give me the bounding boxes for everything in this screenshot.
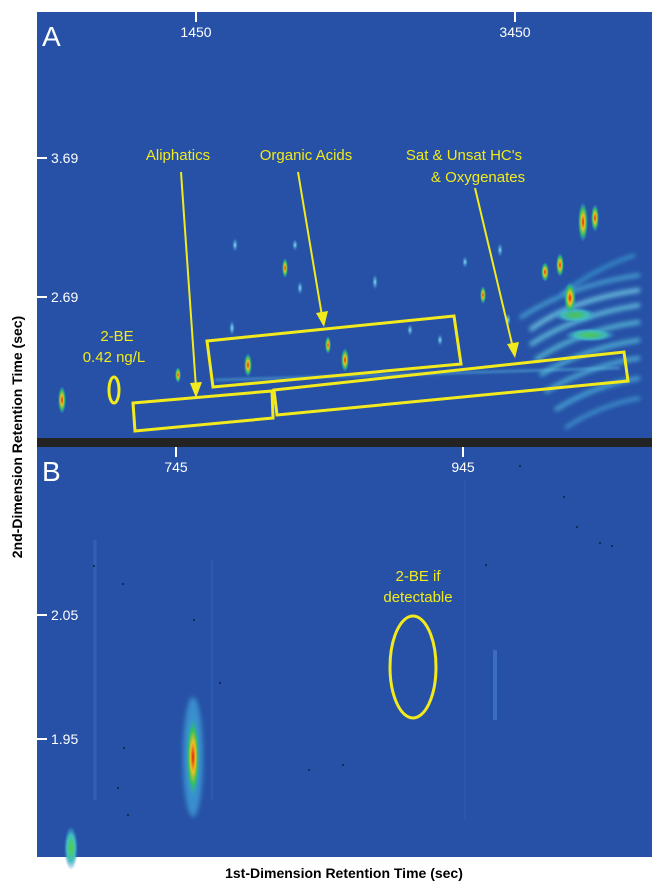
panel-b-plot-area bbox=[37, 447, 652, 857]
panel-a-arrows bbox=[180, 171, 519, 398]
2-be-if-label: 2-BE if bbox=[395, 568, 441, 585]
sat-unsat-hc-label: Sat & Unsat HC's bbox=[406, 147, 522, 164]
panel-b-annotations: 2-BE if detectable bbox=[383, 568, 452, 606]
organic-acids-arrow bbox=[297, 171, 323, 317]
organic-acids-region-box bbox=[205, 314, 463, 389]
sat-unsat-hc-region-box bbox=[272, 350, 630, 417]
x-axis-title: 1st-Dimension Retention Time (sec) bbox=[225, 865, 463, 881]
2-be-expected-region bbox=[388, 614, 438, 720]
sat-unsat-hc-arrowhead bbox=[507, 342, 519, 358]
panel-b-y-tick-label-2.05: 2.05 bbox=[51, 607, 78, 623]
aliphatics-arrowhead bbox=[190, 382, 202, 398]
panel-a-annotations: Aliphatics Organic Acids Sat & Unsat HC'… bbox=[83, 147, 525, 366]
panel-b-y-tick-label-1.95: 1.95 bbox=[51, 731, 78, 747]
panel-separator bbox=[37, 438, 652, 447]
organic-acids-arrowhead bbox=[316, 311, 328, 327]
oxygenates-label: & Oxygenates bbox=[431, 169, 525, 186]
panel-a-signal bbox=[58, 202, 641, 430]
panel-a-ticks bbox=[37, 12, 516, 298]
aliphatics-arrow bbox=[180, 171, 197, 389]
panel-b-x-tick-label-745: 745 bbox=[164, 459, 188, 475]
aliphatics-label: Aliphatics bbox=[146, 147, 210, 164]
2-be-label: 2-BE bbox=[100, 328, 133, 345]
panel-b: 745 945 2.05 1.95 B 2-BE if detectable bbox=[37, 447, 652, 870]
detectable-label: detectable bbox=[383, 589, 452, 606]
panel-b-label: B bbox=[42, 456, 61, 487]
aliphatics-region-box bbox=[131, 389, 275, 433]
organic-acids-label: Organic Acids bbox=[260, 147, 353, 164]
2-be-concentration-label: 0.42 ng/L bbox=[83, 349, 146, 366]
sat-unsat-hc-arrow bbox=[474, 187, 514, 349]
panel-b-ticks bbox=[37, 447, 464, 740]
y-axis-title: 2nd-Dimension Retention Time (sec) bbox=[9, 316, 25, 558]
panel-a-regions bbox=[107, 314, 630, 433]
panel-a: 1450 3450 3.69 2.69 A Aliphatics Organic… bbox=[37, 12, 652, 438]
panel-a-y-tick-label-2.69: 2.69 bbox=[51, 289, 78, 305]
panel-b-signal bbox=[64, 465, 613, 870]
2-be-marker bbox=[107, 375, 121, 405]
panel-b-x-tick-label-945: 945 bbox=[451, 459, 475, 475]
panel-a-label: A bbox=[42, 21, 61, 52]
panel-a-x-tick-label-3450: 3450 bbox=[499, 24, 530, 40]
panel-a-y-tick-label-3.69: 3.69 bbox=[51, 150, 78, 166]
panel-a-x-tick-label-1450: 1450 bbox=[180, 24, 211, 40]
